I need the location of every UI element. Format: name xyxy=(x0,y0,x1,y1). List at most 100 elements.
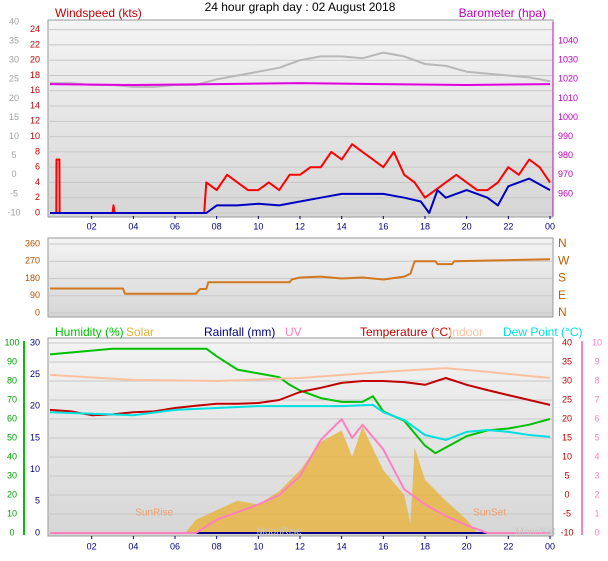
tick-label-y2: 1010 xyxy=(558,93,578,103)
tick-label-y: 20 xyxy=(7,489,17,499)
x-tick-label: 02 xyxy=(87,221,97,231)
x-tick-label: 00 xyxy=(545,221,555,231)
tick-label-y: 0 xyxy=(35,307,40,317)
x-tick-label: 06 xyxy=(170,221,180,231)
tick-label-y3: 5 xyxy=(11,150,16,160)
tick-label-y3: 5 xyxy=(35,496,40,506)
tick-label-y3: 30 xyxy=(9,55,19,65)
tick-label-y2: 1030 xyxy=(558,55,578,65)
tick-label-y: 16 xyxy=(30,85,40,95)
tick-label-y3: 0 xyxy=(35,527,40,537)
tick-label-y2: 980 xyxy=(558,150,573,160)
x-tick-label: 04 xyxy=(128,541,138,551)
line xyxy=(50,177,551,214)
x-tick-label: 18 xyxy=(420,541,430,551)
x-tick-label: 22 xyxy=(503,541,513,551)
x-tick-label: 06 xyxy=(170,541,180,551)
tick-label-y: 24 xyxy=(30,24,40,34)
tick-label-y2: 970 xyxy=(558,169,573,179)
x-tick-label: 14 xyxy=(337,541,347,551)
tick-label-y: 18 xyxy=(30,70,40,80)
tick-label-y3: 25 xyxy=(9,74,19,84)
tick-label-y2: 40 xyxy=(562,337,572,347)
tick-label-y: 100 xyxy=(4,337,19,347)
x-tick-label: 20 xyxy=(462,221,472,231)
tick-label-y2: 35 xyxy=(562,356,572,366)
tick-label-y2: N xyxy=(558,305,567,319)
plots: 0246810121416182022249609709809901000101… xyxy=(4,6,602,551)
tick-label-y3: 10 xyxy=(9,131,19,141)
tick-label-y3: 20 xyxy=(30,401,40,411)
tick-label-y2: 0 xyxy=(564,489,569,499)
tick-label-y4: 7 xyxy=(594,394,599,404)
tick-label-y: 12 xyxy=(30,116,40,126)
tick-label-y2: 15 xyxy=(562,432,572,442)
x-tick-label: 12 xyxy=(295,541,305,551)
tick-label-y4: 4 xyxy=(594,451,599,461)
tick-label-y4: 1 xyxy=(594,508,599,518)
tick-label-y2: 960 xyxy=(558,188,573,198)
x-tick-label: 14 xyxy=(337,221,347,231)
tick-label-y2: W xyxy=(558,253,570,267)
tick-label-y2: E xyxy=(558,288,566,302)
tick-label-y4: 6 xyxy=(594,413,599,423)
line xyxy=(50,51,551,88)
tick-label-y: 22 xyxy=(30,39,40,49)
tick-label-y: 10 xyxy=(30,131,40,141)
tick-label-y2: -10 xyxy=(560,527,573,537)
tick-label-y4: 10 xyxy=(592,337,602,347)
legend-entry: Humidity (%) xyxy=(55,325,124,339)
x-tick-label: 02 xyxy=(87,541,97,551)
annotation: MoonSet xyxy=(515,527,555,538)
tick-label-y: 0 xyxy=(35,207,40,217)
tick-label-y: 90 xyxy=(30,290,40,300)
tick-label-y2: 5 xyxy=(564,470,569,480)
x-tick-label: 16 xyxy=(378,541,388,551)
tick-label-y2: 20 xyxy=(562,413,572,423)
tick-label-y2: -5 xyxy=(563,508,571,518)
tick-label-y: 270 xyxy=(25,256,40,266)
annotation: MoonRise xyxy=(257,527,302,538)
tick-label-y: 8 xyxy=(35,146,40,156)
panel-wind xyxy=(47,19,554,218)
legend-entry: Dew Point (°C) xyxy=(503,325,582,339)
x-tick-label: 08 xyxy=(212,541,222,551)
tick-label-y2: 1020 xyxy=(558,74,578,84)
tick-label-y: 4 xyxy=(35,177,40,187)
tick-label-y: 180 xyxy=(25,273,40,283)
tick-label-y2: 1040 xyxy=(558,35,578,45)
line xyxy=(49,82,551,86)
tick-label-y: 30 xyxy=(7,470,17,480)
tick-label-y: 2 xyxy=(35,192,40,202)
tick-label-y4: 9 xyxy=(594,356,599,366)
line xyxy=(50,418,550,534)
tick-label-y4: 0 xyxy=(594,527,599,537)
legend-entry: UV xyxy=(285,325,302,339)
tick-label-y3: 20 xyxy=(9,93,19,103)
tick-label-y2: 10 xyxy=(562,451,572,461)
tick-label-y4: 8 xyxy=(594,375,599,385)
tick-label-y: 50 xyxy=(7,432,17,442)
tick-label-y: 360 xyxy=(25,238,40,248)
tick-label-y3: 15 xyxy=(30,432,40,442)
tick-label-y4: 2 xyxy=(594,489,599,499)
y-axis-label: Windspeed (kts) xyxy=(55,6,142,20)
tick-label-y: 20 xyxy=(30,55,40,65)
tick-label-y: 80 xyxy=(7,375,17,385)
tick-label-y3: 25 xyxy=(30,369,40,379)
tick-label-y3: 40 xyxy=(9,16,19,26)
tick-label-y4: 3 xyxy=(594,470,599,480)
tick-label-y4: 5 xyxy=(594,432,599,442)
tick-label-y2: S xyxy=(558,271,566,285)
tick-label-y3: 0 xyxy=(11,169,16,179)
tick-label-y2: 30 xyxy=(562,375,572,385)
legend-entry: Temperature (°C) xyxy=(360,325,452,339)
tick-label-y: 10 xyxy=(7,508,17,518)
line xyxy=(49,377,551,417)
annotation: SunSet xyxy=(473,508,506,519)
tick-label-y: 40 xyxy=(7,451,17,461)
tick-label-y: 0 xyxy=(9,527,14,537)
chart-title: 24 hour graph day : 02 August 2018 xyxy=(205,0,396,14)
tick-label-y: 90 xyxy=(7,356,17,366)
